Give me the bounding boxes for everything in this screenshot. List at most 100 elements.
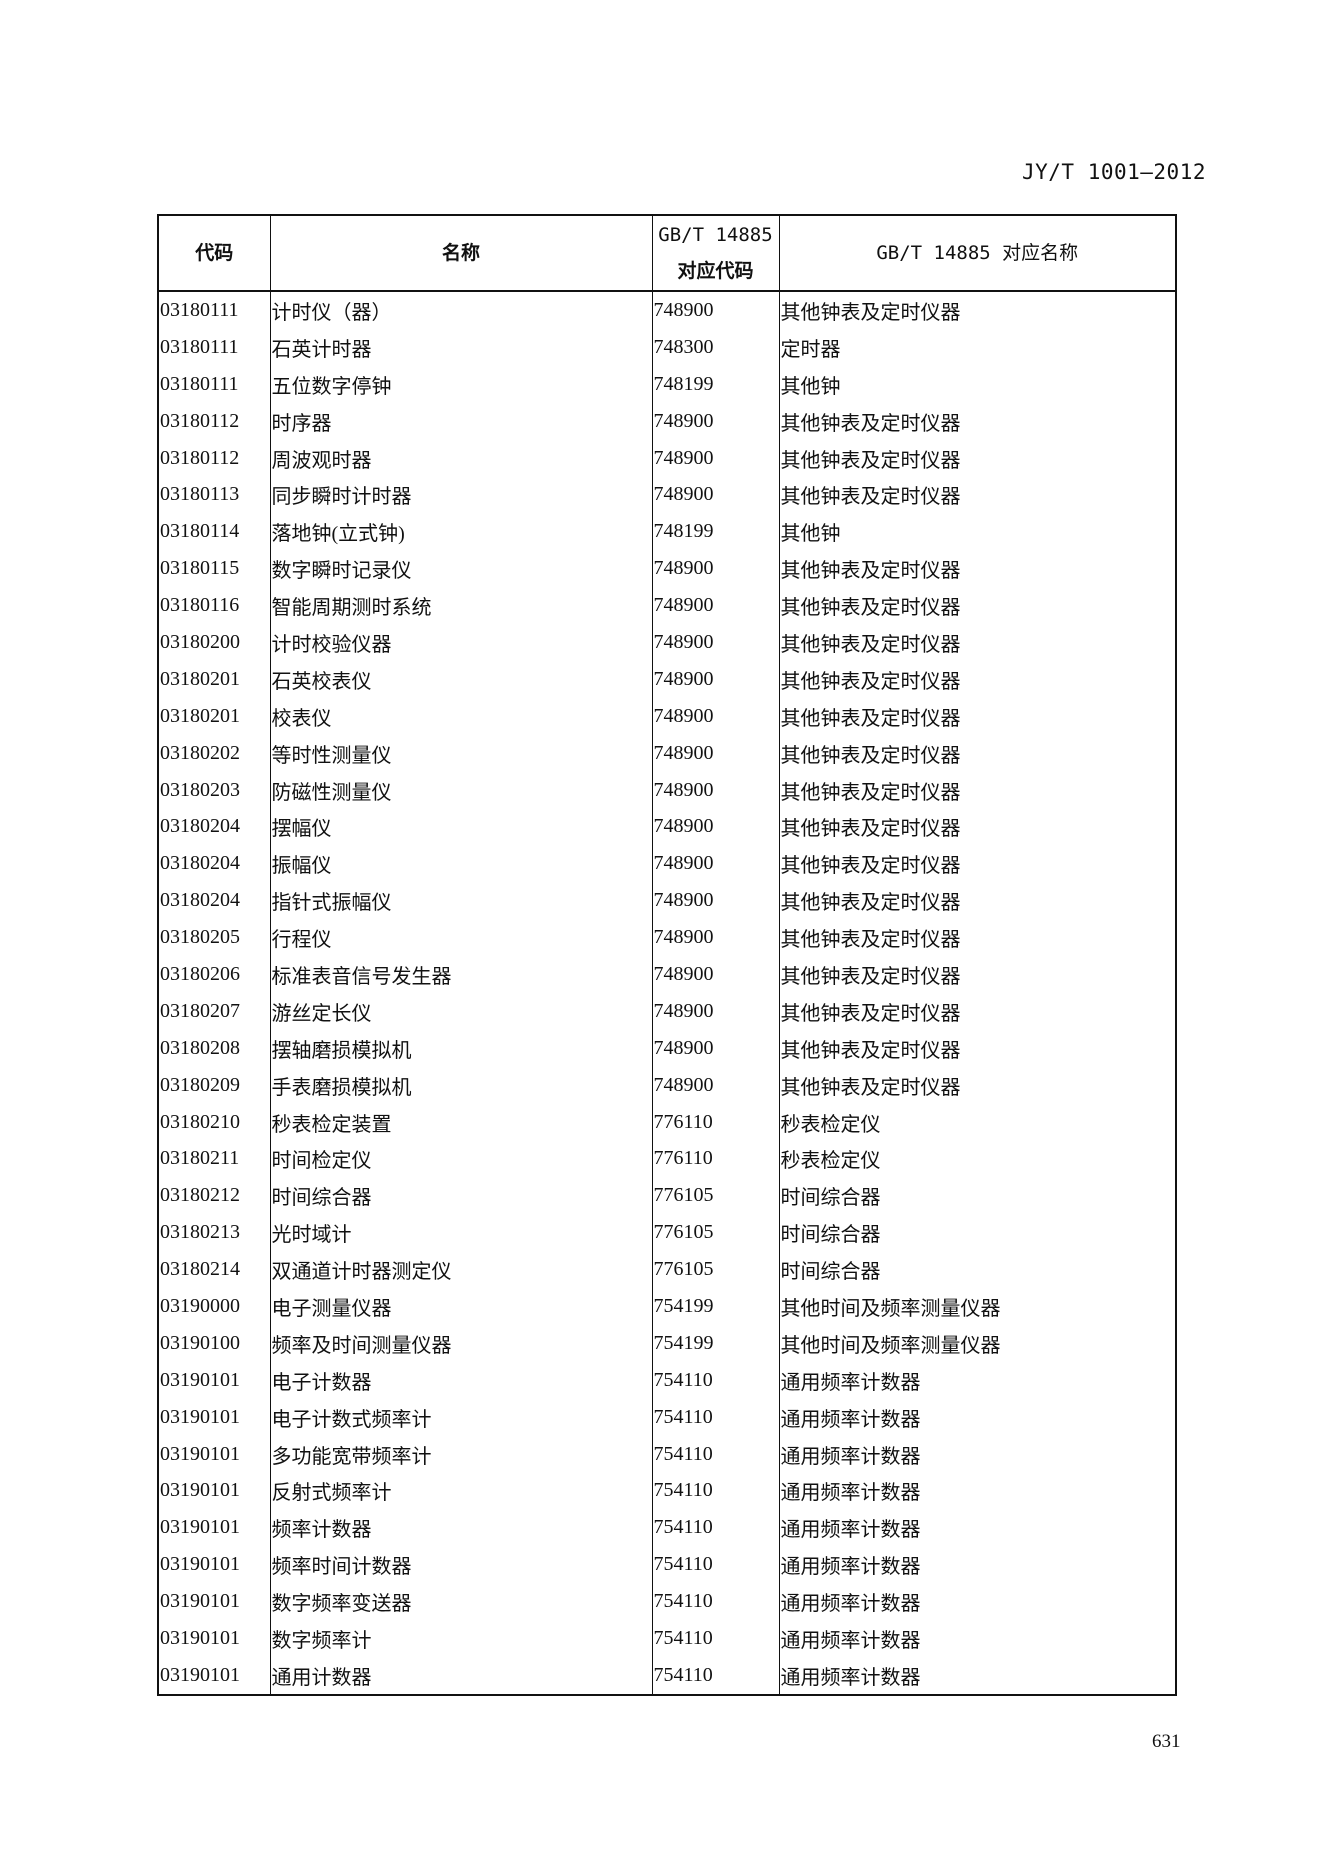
header-name: 名称 — [269, 214, 653, 292]
cell-gb-name: 其他钟表及定时仪器 — [778, 697, 1177, 735]
cell-gb-name: 时间综合器 — [778, 1214, 1177, 1252]
cell-gb-code: 754199 — [651, 1324, 780, 1362]
cell-name: 多功能宽带频率计 — [269, 1435, 653, 1473]
cell-name: 石英计时器 — [269, 328, 653, 366]
cell-name: 电子测量仪器 — [269, 1288, 653, 1325]
table-row: 03180202 等时性测量仪 748900 其他钟表及定时仪器 — [157, 734, 1177, 772]
cell-gb-name: 其他钟表及定时仪器 — [778, 550, 1177, 588]
cell-name: 时间综合器 — [269, 1177, 653, 1215]
cell-gb-code: 754110 — [651, 1435, 780, 1473]
table-row: 03180113 同步瞬时计时器 748900 其他钟表及定时仪器 — [157, 476, 1177, 514]
cell-gb-code: 776110 — [651, 1140, 780, 1178]
cell-gb-code: 754110 — [651, 1583, 780, 1621]
cell-gb-code: 748900 — [651, 771, 780, 809]
cell-name: 数字频率计 — [269, 1620, 653, 1657]
cell-gb-code: 748900 — [651, 1029, 780, 1067]
cell-name: 计时校验仪器 — [269, 624, 653, 661]
table-row: 03190101 频率计数器 754110 通用频率计数器 — [157, 1509, 1177, 1547]
cell-code: 03180209 — [157, 1066, 271, 1104]
cell-gb-code: 748900 — [651, 919, 780, 957]
cell-gb-name: 其他钟表及定时仪器 — [778, 956, 1177, 993]
cell-gb-name: 其他钟表及定时仪器 — [778, 476, 1177, 514]
table-row: 03180200 计时校验仪器 748900 其他钟表及定时仪器 — [157, 624, 1177, 661]
cell-code: 03190101 — [157, 1620, 271, 1657]
cell-code: 03180202 — [157, 734, 271, 772]
table-row: 03190100 频率及时间测量仪器 754199 其他时间及频率测量仪器 — [157, 1324, 1177, 1362]
cell-code: 03190101 — [157, 1472, 271, 1510]
cell-gb-code: 748900 — [651, 402, 780, 440]
cell-code: 03180112 — [157, 439, 271, 477]
table-row: 03190101 通用计数器 754110 通用频率计数器 — [157, 1656, 1177, 1695]
cell-gb-code: 748199 — [651, 365, 780, 403]
cell-gb-code: 748900 — [651, 587, 780, 625]
cell-gb-name: 通用频率计数器 — [778, 1361, 1177, 1399]
cell-name: 标准表音信号发生器 — [269, 956, 653, 993]
cell-gb-name: 其他钟表及定时仪器 — [778, 587, 1177, 625]
table-row: 03180111 石英计时器 748300 定时器 — [157, 328, 1177, 366]
table-row: 03180204 指针式振幅仪 748900 其他钟表及定时仪器 — [157, 882, 1177, 920]
cell-gb-code: 776105 — [651, 1251, 780, 1289]
cell-name: 周波观时器 — [269, 439, 653, 477]
cell-gb-name: 其他钟表及定时仪器 — [778, 992, 1177, 1030]
table-row: 03190101 频率时间计数器 754110 通用频率计数器 — [157, 1546, 1177, 1584]
cell-gb-code: 748900 — [651, 660, 780, 698]
cell-gb-name: 其他钟表及定时仪器 — [778, 919, 1177, 957]
cell-gb-code: 748900 — [651, 845, 780, 883]
table-row: 03180208 摆轴磨损模拟机 748900 其他钟表及定时仪器 — [157, 1029, 1177, 1067]
cell-code: 03190100 — [157, 1324, 271, 1362]
cell-name: 等时性测量仪 — [269, 734, 653, 772]
table-row: 03180211 时间检定仪 776110 秒表检定仪 — [157, 1140, 1177, 1178]
cell-code: 03180212 — [157, 1177, 271, 1215]
cell-gb-name: 时间综合器 — [778, 1177, 1177, 1215]
cell-gb-code: 748900 — [651, 1066, 780, 1104]
cell-gb-code: 748900 — [651, 882, 780, 920]
table-row: 03180112 时序器 748900 其他钟表及定时仪器 — [157, 402, 1177, 440]
cell-gb-code: 754110 — [651, 1472, 780, 1510]
cell-gb-name: 其他钟表及定时仪器 — [778, 808, 1177, 846]
table-row: 03180111 五位数字停钟 748199 其他钟 — [157, 365, 1177, 403]
cell-gb-name: 其他钟 — [778, 365, 1177, 403]
cell-gb-name: 秒表检定仪 — [778, 1103, 1177, 1141]
standard-number: JY/T 1001—2012 — [1021, 160, 1206, 184]
cell-gb-code: 748900 — [651, 476, 780, 514]
cell-name: 双通道计时器测定仪 — [269, 1251, 653, 1289]
cell-gb-name: 其他钟表及定时仪器 — [778, 771, 1177, 809]
cell-gb-code: 776110 — [651, 1103, 780, 1141]
cell-gb-code: 754110 — [651, 1398, 780, 1436]
table-row: 03190101 电子计数器 754110 通用频率计数器 — [157, 1361, 1177, 1399]
cell-gb-name: 通用频率计数器 — [778, 1435, 1177, 1473]
cell-gb-name: 通用频率计数器 — [778, 1583, 1177, 1621]
cell-code: 03180203 — [157, 771, 271, 809]
cell-gb-code: 748199 — [651, 513, 780, 551]
cell-gb-code: 748900 — [651, 992, 780, 1030]
cell-gb-name: 其他钟表及定时仪器 — [778, 624, 1177, 661]
cell-code: 03190101 — [157, 1583, 271, 1621]
cell-gb-name: 其他钟表及定时仪器 — [778, 882, 1177, 920]
table-row: 03180204 振幅仪 748900 其他钟表及定时仪器 — [157, 845, 1177, 883]
cell-gb-name: 其他钟表及定时仪器 — [778, 439, 1177, 477]
table-row: 03180206 标准表音信号发生器 748900 其他钟表及定时仪器 — [157, 956, 1177, 993]
table-row: 03180116 智能周期测时系统 748900 其他钟表及定时仪器 — [157, 587, 1177, 625]
table-row: 03180209 手表磨损模拟机 748900 其他钟表及定时仪器 — [157, 1066, 1177, 1104]
cell-gb-name: 其他时间及频率测量仪器 — [778, 1288, 1177, 1325]
cell-name: 计时仪（器） — [269, 291, 653, 329]
cell-name: 数字频率变送器 — [269, 1583, 653, 1621]
table-row: 03190101 数字频率变送器 754110 通用频率计数器 — [157, 1583, 1177, 1621]
cell-name: 反射式频率计 — [269, 1472, 653, 1510]
cell-name: 秒表检定装置 — [269, 1103, 653, 1141]
cell-name: 时间检定仪 — [269, 1140, 653, 1178]
cell-gb-name: 时间综合器 — [778, 1251, 1177, 1289]
cell-gb-name: 其他钟表及定时仪器 — [778, 291, 1177, 329]
cell-gb-code: 776105 — [651, 1214, 780, 1252]
cell-gb-code: 748900 — [651, 550, 780, 588]
cell-code: 03180204 — [157, 882, 271, 920]
cell-code: 03190000 — [157, 1288, 271, 1325]
code-table: 代码 名称 GB/T 14885 对应代码 GB/T 14885 对应名称 031… — [157, 214, 1177, 1696]
cell-gb-code: 754110 — [651, 1620, 780, 1657]
header-gb-code: GB/T 14885 对应代码 — [651, 214, 780, 292]
cell-gb-code: 748900 — [651, 624, 780, 661]
cell-name: 光时域计 — [269, 1214, 653, 1252]
cell-gb-code: 748900 — [651, 439, 780, 477]
cell-code: 03190101 — [157, 1435, 271, 1473]
cell-gb-name: 其他钟 — [778, 513, 1177, 551]
